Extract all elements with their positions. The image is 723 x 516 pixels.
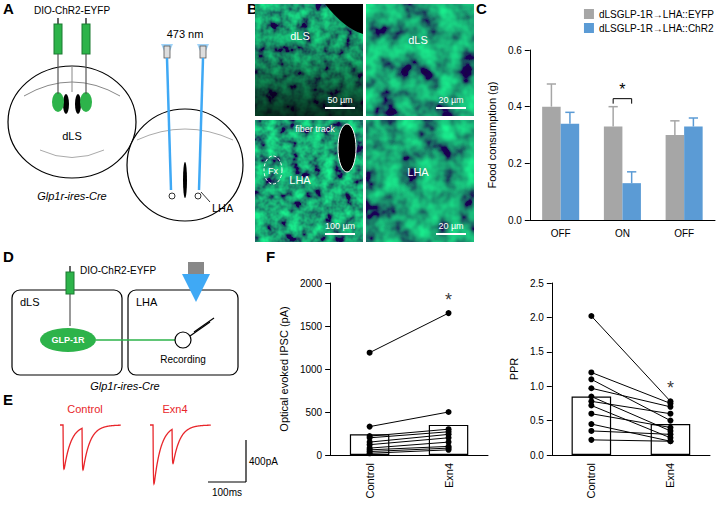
svg-text:0.5: 0.5 (530, 415, 544, 426)
svg-text:dLS: dLS (290, 30, 310, 42)
svg-text:*: * (619, 81, 625, 98)
svg-text:dLSGLP-1R→LHA::EYFP: dLSGLP-1R→LHA::EYFP (599, 9, 714, 20)
svg-text:D: D (3, 248, 14, 265)
svg-text:OFF: OFF (674, 228, 694, 239)
svg-text:dLS: dLS (20, 296, 40, 308)
svg-text:E: E (3, 391, 13, 408)
svg-text:Control: Control (585, 463, 597, 498)
svg-text:*: * (667, 378, 674, 398)
svg-text:1000: 1000 (300, 364, 323, 375)
svg-text:LHA: LHA (212, 202, 234, 214)
svg-text:1.0: 1.0 (530, 381, 544, 392)
svg-text:1.5: 1.5 (530, 346, 544, 357)
svg-text:20 µm: 20 µm (438, 221, 463, 231)
svg-text:50 µm: 50 µm (327, 95, 352, 105)
svg-text:LHA: LHA (289, 174, 311, 186)
svg-text:Exn4: Exn4 (664, 463, 676, 488)
svg-text:473 nm: 473 nm (167, 28, 204, 40)
svg-text:Recording: Recording (160, 354, 206, 365)
svg-text:dLSGLP-1R→LHA::ChR2: dLSGLP-1R→LHA::ChR2 (599, 23, 714, 34)
svg-text:fiber track: fiber track (295, 124, 335, 134)
svg-text:2000: 2000 (300, 278, 323, 289)
svg-text:500: 500 (305, 407, 322, 418)
svg-text:400pA: 400pA (249, 456, 278, 467)
svg-text:100 µm: 100 µm (325, 221, 355, 231)
svg-text:Food consumption (g): Food consumption (g) (486, 82, 498, 189)
svg-text:C: C (476, 0, 487, 17)
svg-text:Glp1r-ires-Cre: Glp1r-ires-Cre (37, 190, 106, 202)
svg-text:GLP-1R: GLP-1R (51, 335, 85, 345)
svg-text:0.2: 0.2 (508, 158, 522, 169)
svg-text:LHA: LHA (136, 296, 158, 308)
svg-text:A: A (3, 0, 14, 17)
svg-text:0.4: 0.4 (508, 101, 522, 112)
svg-text:Control: Control (364, 463, 376, 498)
svg-text:DIO-ChR2-EYFP: DIO-ChR2-EYFP (34, 5, 110, 16)
svg-text:0.0: 0.0 (530, 450, 544, 461)
svg-text:100ms: 100ms (212, 487, 242, 498)
svg-text:OFF: OFF (551, 228, 571, 239)
svg-text:dLS: dLS (62, 130, 82, 142)
svg-text:Fx: Fx (268, 166, 278, 176)
svg-text:Exn4: Exn4 (162, 403, 187, 415)
svg-text:2.0: 2.0 (530, 312, 544, 323)
svg-text:B: B (247, 0, 258, 17)
svg-text:ON: ON (615, 228, 630, 239)
svg-text:Optical evoked IPSC (pA): Optical evoked IPSC (pA) (278, 306, 290, 431)
svg-text:1500: 1500 (300, 321, 323, 332)
svg-text:20 µm: 20 µm (438, 95, 463, 105)
svg-text:F: F (266, 248, 275, 265)
svg-text:*: * (445, 290, 452, 310)
svg-text:dLS: dLS (408, 34, 428, 46)
svg-text:2.5: 2.5 (530, 278, 544, 289)
svg-text:0.6: 0.6 (508, 45, 522, 56)
svg-text:LHA: LHA (407, 166, 429, 178)
svg-text:0.0: 0.0 (508, 215, 522, 226)
svg-text:DIO-ChR2-EYFP: DIO-ChR2-EYFP (80, 265, 156, 276)
svg-text:Exn4: Exn4 (443, 463, 455, 488)
svg-text:0: 0 (317, 450, 323, 461)
svg-text:Glp1r-ires-Cre: Glp1r-ires-Cre (90, 380, 159, 392)
svg-text:PPR: PPR (508, 358, 520, 381)
svg-text:Control: Control (67, 403, 102, 415)
